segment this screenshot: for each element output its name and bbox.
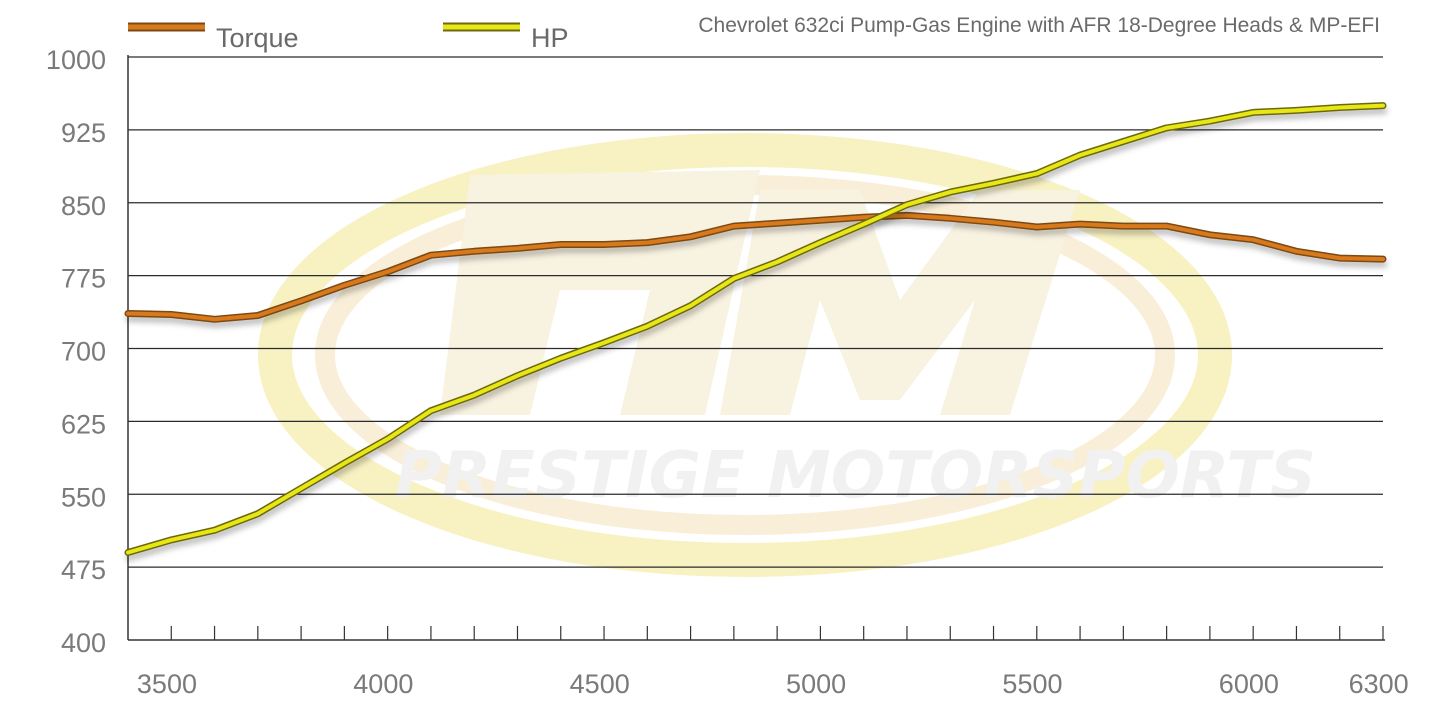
legend-label-torque: Torque [216, 23, 299, 53]
x-tick-label: 6000 [1219, 669, 1279, 699]
watermark-text: PRESTIGE MOTORSPORTS [395, 439, 1316, 513]
x-tick-label: 5000 [786, 669, 846, 699]
y-tick-label: 625 [61, 409, 106, 439]
watermark-logo: PRESTIGE MOTORSPORTS [258, 133, 1316, 577]
watermark-letter-p [440, 170, 760, 415]
y-tick-label: 550 [61, 482, 106, 512]
series-layer [124, 102, 1387, 556]
legend-label-hp: HP [531, 23, 569, 53]
x-tick-label: 4000 [353, 669, 413, 699]
series-line-hp [126, 103, 1385, 555]
x-tick-labels: 3500 4000 4500 5000 5500 6000 6300 [137, 669, 1409, 699]
series-line-torque [126, 213, 1385, 322]
x-tick-label: 3500 [137, 669, 197, 699]
y-tick-label: 400 [61, 628, 106, 658]
y-tick-label: 700 [61, 337, 106, 367]
legend: Torque HP [128, 22, 569, 53]
y-tick-label: 925 [61, 118, 106, 148]
series-hp [124, 102, 1387, 556]
y-tick-label: 850 [61, 191, 106, 221]
y-tick-labels: 400 475 550 625 700 775 850 925 1000 [46, 45, 106, 658]
gridlines [128, 56, 1383, 568]
x-tick-label: 5500 [1002, 669, 1062, 699]
y-tick-label: 1000 [46, 45, 106, 75]
y-tick-label: 775 [61, 264, 106, 294]
series-torque [124, 211, 1387, 323]
chart-title: Chevrolet 632ci Pump-Gas Engine with AFR… [698, 14, 1380, 37]
watermark-ring-outer [258, 133, 1232, 577]
y-tick-label: 475 [61, 555, 106, 585]
x-minor-ticks [170, 626, 1384, 640]
x-tick-label: 6300 [1349, 669, 1409, 699]
x-tick-label: 4500 [570, 669, 630, 699]
